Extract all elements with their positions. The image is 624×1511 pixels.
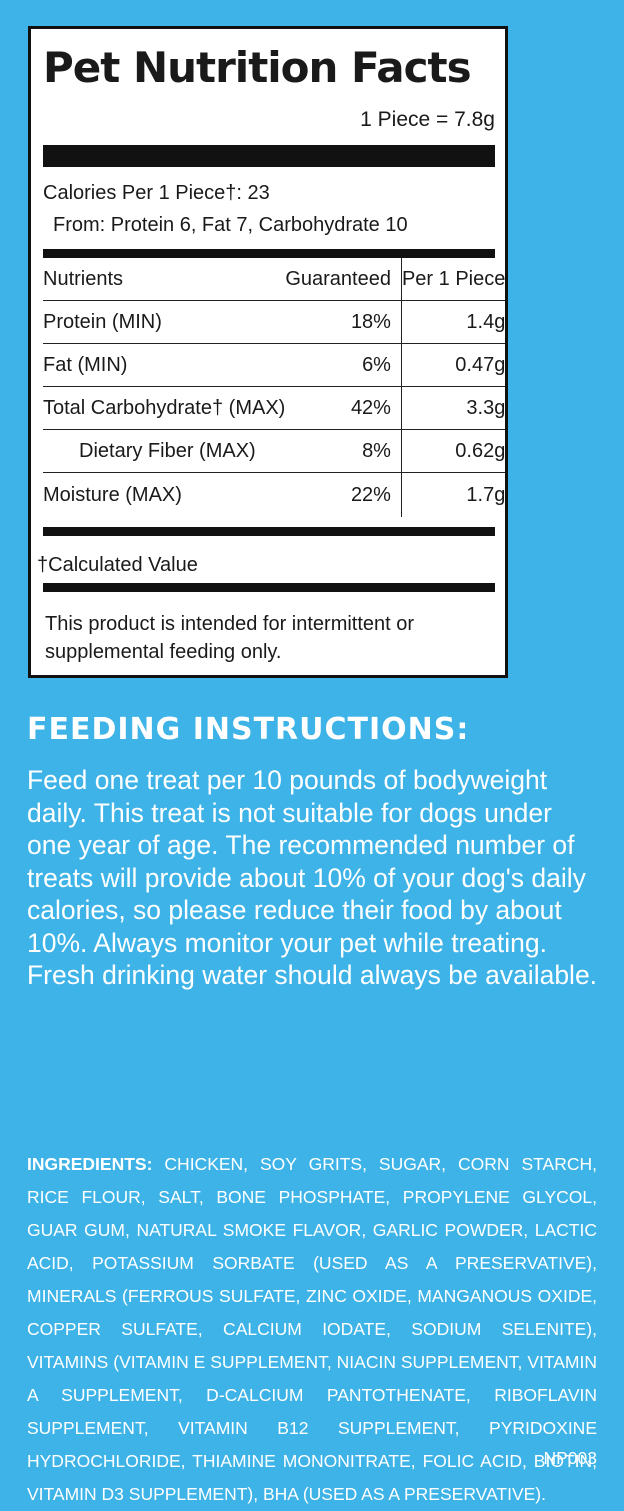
header-per-piece: Per 1 Piece — [401, 258, 506, 301]
medium-divider — [43, 249, 495, 258]
product-code: NP003 — [543, 1448, 597, 1468]
nutrient-name: Fat (MIN) — [43, 343, 286, 387]
nutrient-guaranteed: 18% — [285, 300, 402, 344]
feeding-instructions-title: FEEDING INSTRUCTIONS: — [27, 712, 470, 747]
calculated-value-note: †Calculated Value — [37, 554, 198, 576]
intended-use-note: This product is intended for intermitten… — [45, 613, 415, 663]
nutrient-guaranteed: 8% — [285, 429, 402, 473]
feeding-instructions-text: Feed one treat per 10 pounds of bodyweig… — [27, 765, 598, 990]
nutrient-per-piece: 0.47g — [401, 343, 506, 387]
medium-divider — [43, 583, 495, 592]
nutrient-guaranteed: 22% — [285, 472, 402, 517]
nutrients-table: Nutrients Guaranteed Per 1 Piece Protein… — [43, 258, 506, 517]
nutrient-guaranteed: 42% — [285, 386, 402, 430]
ingredients-block: INGREDIENTS: CHICKEN, SOY GRITS, SUGAR, … — [27, 1148, 597, 1511]
nutrient-guaranteed: 6% — [285, 343, 402, 387]
nutrition-facts-panel: Pet Nutrition Facts 1 Piece = 7.8g Calor… — [28, 26, 508, 678]
nutrient-name: Total Carbohydrate† (MAX) — [43, 386, 286, 430]
nutrient-per-piece: 1.4g — [401, 300, 506, 344]
table-row: Protein (MIN) 18% 1.4g — [43, 300, 506, 344]
nutrient-per-piece: 0.62g — [401, 429, 506, 473]
ingredients-label: INGREDIENTS: — [27, 1154, 153, 1174]
nutrient-name: Protein (MIN) — [43, 300, 286, 344]
panel-title: Pet Nutrition Facts — [43, 43, 472, 92]
calories-from: From: Protein 6, Fat 7, Carbohydrate 10 — [53, 214, 408, 236]
table-row: Total Carbohydrate† (MAX) 42% 3.3g — [43, 386, 506, 430]
nutrient-name: Moisture (MAX) — [43, 483, 182, 506]
header-guaranteed: Guaranteed — [285, 258, 402, 301]
ingredients-text: CHICKEN, SOY GRITS, SUGAR, CORN STARCH, … — [27, 1154, 597, 1504]
thick-divider — [43, 145, 495, 167]
serving-size: 1 Piece = 7.8g — [360, 108, 495, 131]
header-nutrients: Nutrients — [43, 258, 286, 301]
nutrient-per-piece: 1.7g — [466, 483, 506, 506]
medium-divider — [43, 527, 495, 536]
nutrient-name: Dietary Fiber (MAX) — [43, 429, 286, 473]
nutrient-per-piece: 3.3g — [401, 386, 506, 430]
table-row: Fat (MIN) 6% 0.47g — [43, 343, 506, 387]
table-row: Dietary Fiber (MAX) 8% 0.62g — [43, 429, 506, 473]
table-header-row: Nutrients Guaranteed Per 1 Piece — [43, 258, 506, 301]
calories-per-piece: Calories Per 1 Piece†: 23 — [43, 182, 270, 204]
table-row: Moisture (MAX) 22% 1.7g — [43, 472, 506, 517]
